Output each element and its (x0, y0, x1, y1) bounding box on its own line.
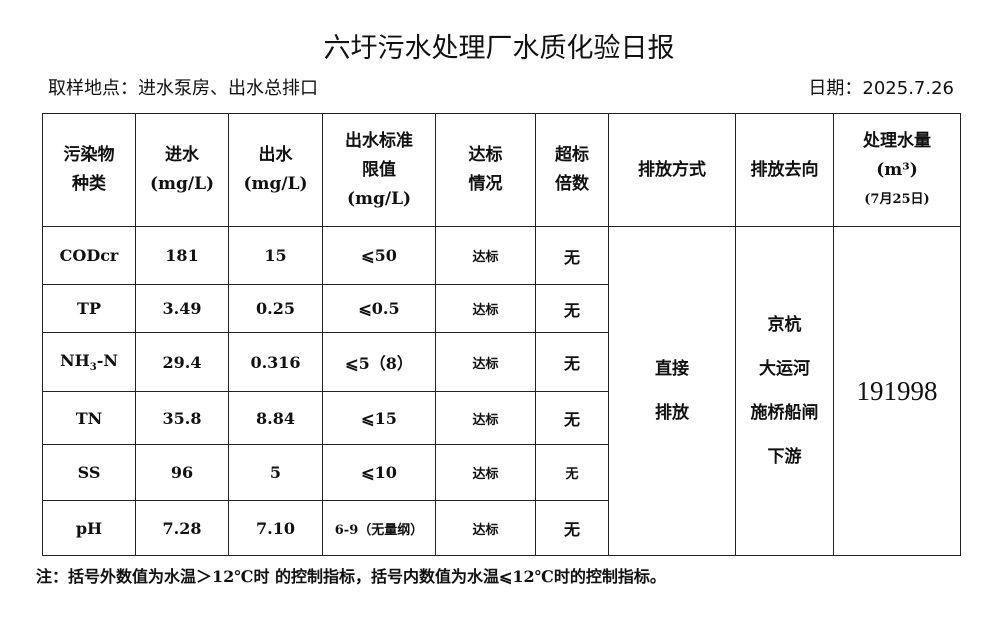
effluent-value: 0.25 (228, 284, 323, 333)
exceed-value: 无 (535, 332, 609, 392)
status-value: 达标 (435, 284, 536, 333)
status-value: 达标 (435, 500, 536, 556)
effluent-value: 5 (228, 444, 323, 501)
header-exceed: 超标 倍数 (535, 113, 609, 227)
header-status: 达标 情况 (435, 113, 536, 227)
status-value: 达标 (435, 226, 536, 285)
footnote: 注：括号外数值为水温＞12℃时 的控制指标，括号内数值为水温⩽12℃时的控制指标… (36, 567, 666, 586)
status-value: 达标 (435, 391, 536, 445)
pollutant-name: TP (42, 284, 136, 333)
exceed-value: 无 (535, 226, 609, 285)
effluent-value: 8.84 (228, 391, 323, 445)
discharge-destination: 京杭 大运河 施桥船闸 下游 (735, 226, 834, 556)
effluent-value: 7.10 (228, 500, 323, 556)
effluent-value: 15 (228, 226, 323, 285)
influent-value: 96 (135, 444, 229, 501)
effluent-value: 0.316 (228, 332, 323, 392)
influent-value: 35.8 (135, 391, 229, 445)
report-title: 六圩污水处理厂水质化验日报 (323, 33, 675, 64)
influent-value: 29.4 (135, 332, 229, 392)
exceed-value: 无 (535, 284, 609, 333)
status-value: 达标 (435, 332, 536, 392)
header-influent: 进水 (mg/L) (135, 113, 229, 227)
influent-value: 181 (135, 226, 229, 285)
header-row: 污染物 种类 进水 (mg/L) 出水 (mg/L) 出水标准 限值 (mg/L) 达标情… (42, 113, 961, 227)
influent-value: 7.28 (135, 500, 229, 556)
header-volume: 处理水量 (m³) (7月25日) (833, 113, 961, 227)
pollutant-name: pH (42, 500, 136, 556)
exceed-value: 无 (535, 444, 609, 501)
header-effluent: 出水 (mg/L) (228, 113, 323, 227)
limit-value: ⩽10 (322, 444, 436, 501)
exceed-value: 无 (535, 500, 609, 556)
report-date: 日期：2025.7.26 (808, 78, 954, 99)
table-row: TN 35.8 8.84 ⩽15 达标 无 (42, 391, 961, 445)
discharge-mode: 直接 排放 (608, 226, 736, 556)
header-pollutant: 污染物 种类 (42, 113, 136, 227)
exceed-value: 无 (535, 391, 609, 445)
table-row: NH3-N 29.4 0.316 ⩽5（8） 达标 无 (42, 332, 961, 392)
sampling-location: 取样地点：进水泵房、出水总排口 (48, 78, 318, 99)
header-discharge-mode: 排放方式 (608, 113, 736, 227)
header-discharge-dest: 排放去向 (735, 113, 834, 227)
limit-value: ⩽5（8） (322, 332, 436, 392)
pollutant-name: SS (42, 444, 136, 501)
pollutant-name: TN (42, 391, 136, 445)
header-limit: 出水标准 限值 (mg/L) (322, 113, 436, 227)
table-row: pH 7.28 7.10 6-9（无量纲） 达标 无 (42, 500, 961, 556)
pollutant-name: NH3-N (42, 332, 136, 392)
water-quality-table: 污染物 种类 进水 (mg/L) 出水 (mg/L) 出水标准 限值 (mg/L) 达标情… (42, 113, 961, 556)
limit-value: ⩽0.5 (322, 284, 436, 333)
limit-value: 6-9（无量纲） (322, 500, 436, 556)
limit-value: ⩽15 (322, 391, 436, 445)
table-row: SS 96 5 ⩽10 达标 无 (42, 444, 961, 501)
influent-value: 3.49 (135, 284, 229, 333)
table-row: CODcr 181 15 ⩽50 达标 无 直接 排放 京杭 大运河 施桥船闸 下游 1… (42, 226, 961, 556)
limit-value: ⩽50 (322, 226, 436, 285)
treated-volume: 191998 (833, 226, 961, 556)
pollutant-name: CODcr (42, 226, 136, 285)
status-value: 达标 (435, 444, 536, 501)
table-row: TP 3.49 0.25 ⩽0.5 达标 无 (42, 284, 961, 333)
